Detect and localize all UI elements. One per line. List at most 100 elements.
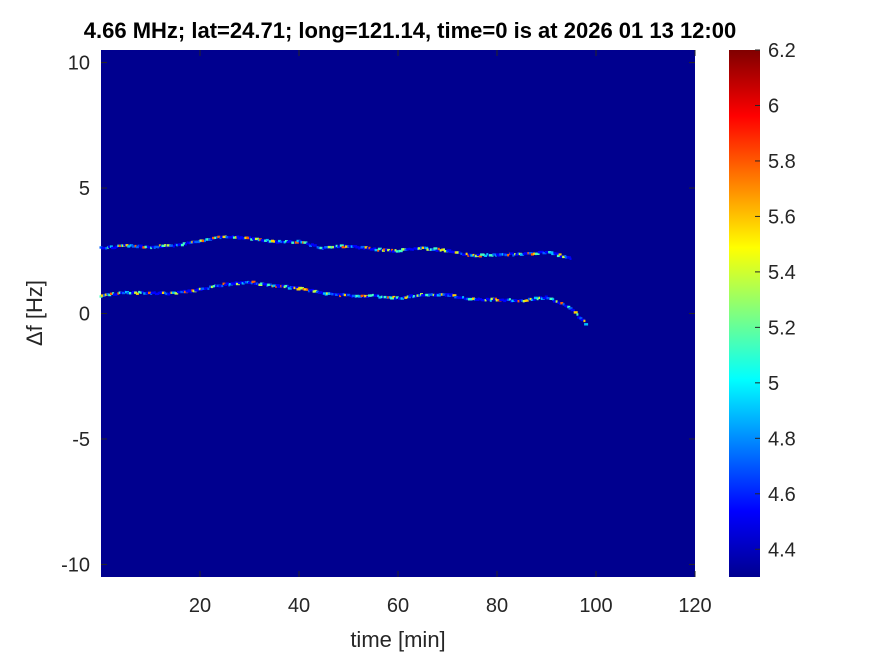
trace-point xyxy=(549,297,554,300)
trace-point xyxy=(196,240,200,244)
trace-point xyxy=(345,245,349,248)
y-axis-ticks: 10 5 0 -5 -10 xyxy=(61,53,695,576)
trace-point xyxy=(580,318,585,322)
trace-point xyxy=(468,253,472,256)
trace-point xyxy=(567,305,571,309)
trace-point xyxy=(443,248,445,251)
trace-point xyxy=(151,291,155,294)
trace-point xyxy=(171,291,176,294)
trace-point xyxy=(501,298,505,301)
trace-point xyxy=(467,254,470,257)
trace-point xyxy=(138,290,141,294)
trace-point xyxy=(134,291,138,294)
trace-point xyxy=(157,246,160,249)
trace-point xyxy=(350,245,354,248)
trace-point xyxy=(426,248,431,251)
colorbar-tick-label: 5 xyxy=(768,373,779,395)
trace-point xyxy=(564,304,567,307)
trace-point xyxy=(519,299,522,302)
trace-point xyxy=(583,319,586,323)
trace-point xyxy=(421,294,426,297)
y-tick-label: 0 xyxy=(79,304,90,326)
trace-point xyxy=(460,252,463,255)
trace-point xyxy=(190,290,193,294)
trace-point xyxy=(135,292,139,295)
trace-point xyxy=(375,294,378,297)
trace-point xyxy=(395,250,399,253)
trace-point xyxy=(369,248,373,251)
trace-point xyxy=(321,292,324,295)
trace-point xyxy=(330,246,333,249)
trace-point xyxy=(504,253,509,257)
trace-point xyxy=(117,244,120,247)
trace-point xyxy=(307,289,310,293)
y-axis-label: Δf [Hz] xyxy=(22,280,47,346)
trace-point xyxy=(143,292,146,295)
trace-point xyxy=(544,295,548,298)
spectrogram-traces xyxy=(99,235,589,326)
trace-point xyxy=(392,295,396,299)
trace-point xyxy=(552,298,555,301)
trace-point xyxy=(449,250,453,253)
trace-point xyxy=(112,293,117,296)
trace-point xyxy=(364,246,368,249)
y-tick-label: 10 xyxy=(68,53,90,75)
trace-point xyxy=(280,284,283,288)
trace-point xyxy=(458,251,461,254)
trace-point xyxy=(406,295,409,298)
trace-point xyxy=(507,254,510,257)
trace-point xyxy=(120,291,124,295)
trace-point xyxy=(488,254,493,257)
trace-point xyxy=(384,248,389,251)
trace-point xyxy=(554,252,559,255)
trace-point xyxy=(235,236,238,239)
trace-point xyxy=(199,239,204,242)
trace-point xyxy=(312,290,316,293)
trace-point xyxy=(333,245,336,249)
trace-point xyxy=(411,248,414,251)
trace-point xyxy=(470,297,474,301)
trace-point xyxy=(459,296,463,300)
trace-point xyxy=(196,288,200,291)
trace-point xyxy=(533,296,538,300)
trace-point xyxy=(433,247,438,250)
trace-point xyxy=(547,251,549,254)
colorbar-tick-label: 5.6 xyxy=(768,206,796,228)
trace-point xyxy=(235,282,240,286)
trace-point xyxy=(475,298,479,301)
trace-point xyxy=(377,249,380,252)
trace-point xyxy=(277,285,282,288)
trace-point xyxy=(253,282,257,285)
trace-point xyxy=(360,294,365,298)
trace-point xyxy=(332,245,335,249)
trace-point xyxy=(529,297,532,301)
trace-point xyxy=(549,251,554,254)
colorbar-tick-label: 4.4 xyxy=(768,539,796,561)
trace-point xyxy=(457,296,462,299)
trace-point xyxy=(387,248,391,252)
trace-point xyxy=(511,299,516,302)
trace-point xyxy=(218,285,223,288)
trace-point xyxy=(300,241,304,244)
trace-point xyxy=(391,248,394,252)
trace-point xyxy=(337,293,340,296)
trace-point xyxy=(433,294,437,297)
trace-point xyxy=(339,244,344,247)
trace-point xyxy=(339,294,342,298)
trace-point xyxy=(316,290,320,294)
trace-point xyxy=(231,235,234,238)
trace-point xyxy=(313,244,316,247)
trace-point xyxy=(539,250,544,254)
trace-point xyxy=(123,244,128,247)
x-tick-label: 60 xyxy=(387,595,409,617)
trace-point xyxy=(255,282,258,285)
trace-point xyxy=(351,294,356,298)
trace-point xyxy=(217,235,221,239)
trace-point xyxy=(447,249,452,252)
trace-point xyxy=(372,293,374,297)
trace-point xyxy=(395,296,399,299)
trace-point xyxy=(559,255,564,258)
trace-point xyxy=(557,301,560,304)
trace-point xyxy=(158,244,161,247)
trace-point xyxy=(201,287,206,290)
